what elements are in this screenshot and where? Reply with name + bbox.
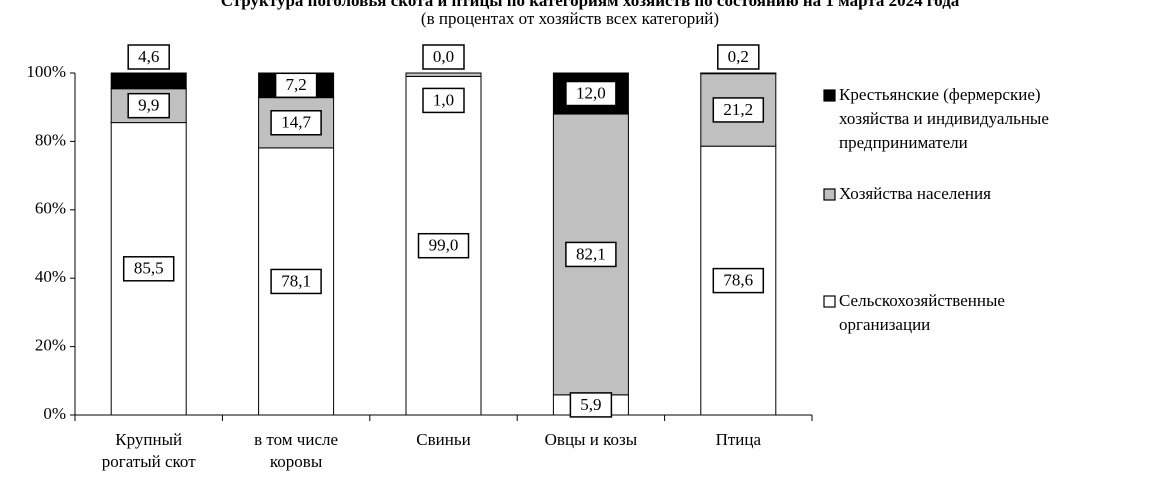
chart-subtitle: (в процентах от хозяйств всех категорий): [421, 9, 719, 28]
data-label: 12,0: [576, 83, 606, 102]
label-box: [270, 110, 322, 136]
legend-swatch: [823, 89, 836, 102]
x-tick-label: Птица: [716, 430, 762, 449]
y-tick-label: 60%: [35, 199, 66, 218]
data-label: 0,2: [728, 47, 749, 66]
label-box: [422, 87, 465, 114]
data-label: 7,2: [285, 75, 306, 94]
y-tick-label: 20%: [35, 336, 66, 355]
data-label: 9,9: [138, 96, 159, 115]
data-label: 4,6: [138, 47, 159, 66]
y-tick-label: 0%: [43, 404, 66, 423]
bar-segment: [700, 72, 777, 75]
data-label: 82,1: [576, 244, 606, 263]
data-label: 85,5: [134, 259, 164, 278]
data-label: 5,9: [580, 395, 601, 414]
label-box: [565, 241, 617, 268]
label-box: [127, 44, 170, 70]
label-box: [565, 80, 617, 107]
data-label: 14,7: [281, 113, 311, 132]
legend-label: Крестьянские (фермерские) хозяйства и инд…: [839, 85, 1049, 152]
legend-label: Хозяйства населения: [839, 184, 991, 203]
data-label: 21,2: [723, 100, 753, 119]
label-box: [569, 392, 613, 418]
data-label: 78,6: [723, 271, 753, 290]
x-tick-label: в том числе коровы: [254, 430, 338, 471]
legend-swatch: [823, 295, 836, 308]
label-box: [417, 232, 470, 259]
x-tick-label: Овцы и козы: [545, 430, 638, 449]
label-box: [712, 267, 765, 294]
legend-label: Сельскохозяйственные организации: [839, 291, 1005, 334]
label-box: [270, 268, 322, 295]
y-tick-label: 40%: [35, 267, 66, 286]
bar-segment: [110, 72, 187, 90]
label-box: [122, 256, 175, 282]
legend-swatch: [823, 188, 836, 201]
data-label: 0,0: [433, 47, 454, 66]
data-label: 99,0: [429, 236, 459, 255]
y-tick-label: 80%: [35, 130, 66, 149]
x-tick-label: Крупный рогатый скот: [102, 430, 196, 471]
bar-segment: [405, 72, 482, 77]
label-box: [274, 72, 318, 99]
y-tick-label: 100%: [26, 62, 66, 81]
label-box: [712, 97, 765, 123]
data-label: 78,1: [281, 271, 311, 290]
label-box: [422, 44, 465, 70]
label-box: [717, 44, 760, 70]
label-box: [127, 92, 170, 119]
chart-title: Структура поголовья скота и птицы по кат…: [221, 0, 960, 10]
data-label: 1,0: [433, 90, 454, 109]
x-tick-label: Свиньи: [416, 430, 470, 449]
